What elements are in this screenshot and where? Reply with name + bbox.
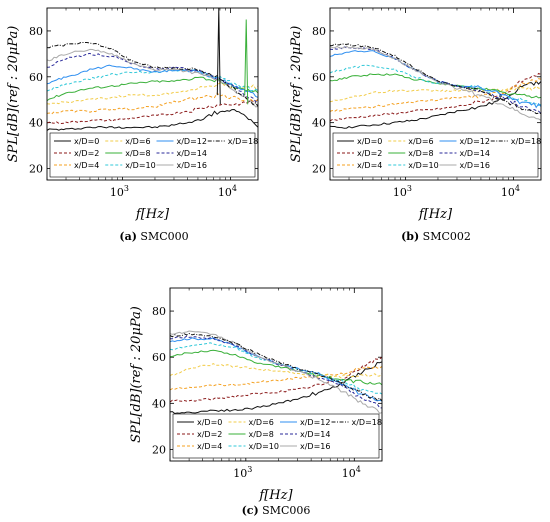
legend-label: x/D=14 <box>177 149 207 158</box>
series-line-x/D=18 <box>330 43 541 115</box>
series-line-x/D=10 <box>330 64 541 106</box>
legend-label: x/D=8 <box>408 149 433 158</box>
legend-label: x/D=4 <box>74 161 99 170</box>
legend-box <box>332 132 539 178</box>
legend: x/D=0 x/D=2 x/D=4 x/D=6 x/D=8 x/D=10 x/D=12 x/D… <box>172 413 382 459</box>
legend-label: x/D=18 <box>352 418 382 427</box>
legend-label: x/D=12 <box>177 137 207 146</box>
y-tick-label: 20 <box>29 163 43 176</box>
y-tick-label: 40 <box>312 117 326 130</box>
series-line-x/D=10 <box>170 342 382 395</box>
tonal-spike <box>244 19 249 105</box>
x-axis-label: f[Hz] <box>418 207 453 222</box>
x-tick-label: 103 <box>110 184 129 199</box>
series-line-x/D=6 <box>47 82 258 105</box>
x-tick-label: 104 <box>501 184 520 199</box>
y-tick-label: 80 <box>29 25 43 38</box>
series-line-x/D=4 <box>330 78 541 112</box>
x-tick-label: 104 <box>218 184 237 199</box>
panel-caption: (c) SMC006 <box>242 504 311 517</box>
series-lines <box>47 8 258 131</box>
legend-label: x/D=0 <box>74 137 99 146</box>
y-tick-label: 80 <box>152 305 166 318</box>
axes-box <box>329 7 542 181</box>
legend-label: x/D=6 <box>125 137 150 146</box>
y-axis-label: SPL[dB](ref : 20μPa) <box>289 26 304 163</box>
series-line-x/D=2 <box>170 356 382 403</box>
series-line-x/D=12 <box>330 50 541 109</box>
series-lines <box>330 43 541 129</box>
legend-label: x/D=6 <box>408 137 433 146</box>
y-tick-label: 80 <box>312 25 326 38</box>
y-axis-label: SPL[dB](ref : 20μPa) <box>6 26 21 163</box>
series-line-x/D=4 <box>47 92 258 115</box>
series-line-x/D=0 <box>170 361 382 415</box>
axes-box <box>46 7 259 181</box>
series-line-x/D=8 <box>330 73 541 99</box>
series-line-x/D=8 <box>47 76 258 102</box>
x-tick-label: 104 <box>342 465 361 480</box>
legend-label: x/D=8 <box>125 149 150 158</box>
legend-label: x/D=0 <box>357 137 382 146</box>
series-line-x/D=0 <box>47 108 258 131</box>
legend-label: x/D=2 <box>197 430 222 439</box>
x-axis-label: f[Hz] <box>135 207 170 222</box>
x-axis-label: f[Hz] <box>258 488 293 503</box>
y-tick-label: 60 <box>29 71 43 84</box>
legend-label: x/D=10 <box>249 442 279 451</box>
y-tick-label: 40 <box>29 117 43 130</box>
legend-label: x/D=10 <box>408 161 438 170</box>
axes-box <box>169 287 383 462</box>
series-line-x/D=16 <box>47 48 258 108</box>
x-tick-label: 103 <box>393 184 412 199</box>
legend-label: x/D=12 <box>460 137 490 146</box>
legend-box <box>49 132 256 178</box>
y-tick-label: 60 <box>152 351 166 364</box>
legend-label: x/D=4 <box>357 161 382 170</box>
y-tick-label: 20 <box>312 163 326 176</box>
legend-label: x/D=16 <box>300 442 330 451</box>
panel-caption: (b) SMC002 <box>401 230 471 243</box>
legend-label: x/D=0 <box>197 418 222 427</box>
legend-label: x/D=12 <box>300 418 330 427</box>
legend-label: x/D=10 <box>125 161 155 170</box>
legend-label: x/D=16 <box>460 161 490 170</box>
legend-label: x/D=8 <box>249 430 274 439</box>
y-tick-label: 60 <box>312 71 326 84</box>
y-tick-label: 20 <box>152 443 166 456</box>
legend-label: x/D=14 <box>460 149 490 158</box>
legend-label: x/D=18 <box>228 137 258 146</box>
series-line-x/D=6 <box>170 363 382 379</box>
legend: x/D=0 x/D=2 x/D=4 x/D=6 x/D=8 x/D=10 x/D=12 x/D… <box>49 132 258 178</box>
series-line-x/D=0 <box>330 80 541 129</box>
series-line-x/D=14 <box>47 52 258 103</box>
y-tick-label: 40 <box>152 397 166 410</box>
series-line-x/D=16 <box>170 330 382 414</box>
legend-label: x/D=14 <box>300 430 330 439</box>
legend: x/D=0 x/D=2 x/D=4 x/D=6 x/D=8 x/D=10 x/D=12 x/D… <box>332 132 541 178</box>
x-tick-label: 103 <box>233 465 252 480</box>
series-line-x/D=6 <box>330 85 541 103</box>
legend-label: x/D=16 <box>177 161 207 170</box>
series-line-x/D=12 <box>47 64 258 98</box>
legend-box <box>172 413 380 459</box>
legend-label: x/D=6 <box>249 418 274 427</box>
legend-label: x/D=2 <box>74 149 99 158</box>
panel-caption: (a) SMC000 <box>119 230 188 243</box>
series-line-x/D=2 <box>47 99 258 125</box>
series-line-x/D=4 <box>170 365 382 391</box>
series-line-x/D=8 <box>170 349 382 386</box>
y-axis-label: SPL[dB](ref : 20μPa) <box>129 306 144 443</box>
legend-label: x/D=4 <box>197 442 222 451</box>
legend-label: x/D=2 <box>357 149 382 158</box>
series-line-x/D=18 <box>47 42 258 107</box>
tonal-spike <box>216 8 221 105</box>
series-lines <box>170 330 382 415</box>
legend-label: x/D=18 <box>511 137 541 146</box>
series-line-x/D=2 <box>330 72 541 122</box>
